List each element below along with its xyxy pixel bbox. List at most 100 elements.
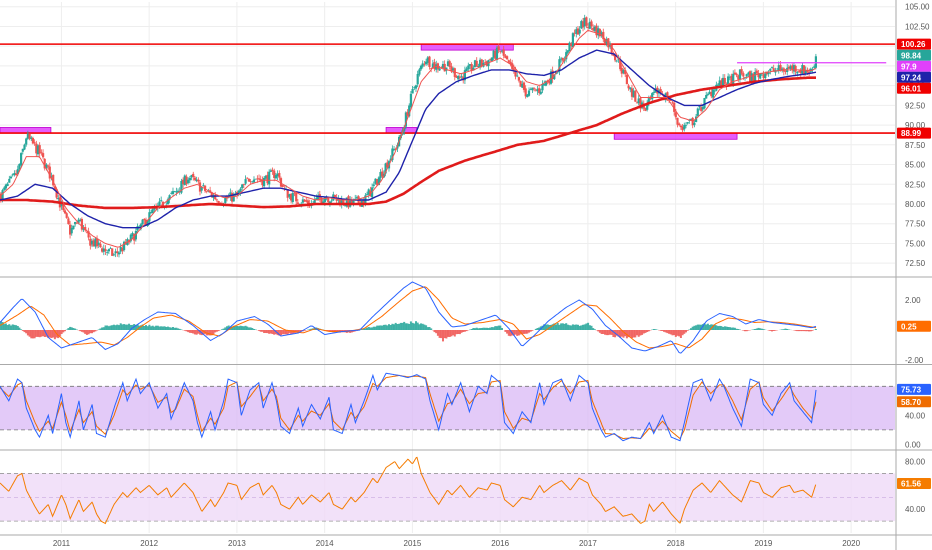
macd-histogram-bar [28, 330, 31, 337]
time-tick-9: 2020 [842, 539, 860, 548]
macd-histogram-bar [480, 328, 483, 330]
candle [231, 190, 234, 205]
macd-histogram-bar [239, 325, 242, 330]
candle [526, 93, 529, 98]
candle [23, 143, 26, 151]
macd-histogram-bar [369, 327, 372, 330]
macd-signal-line [0, 286, 817, 349]
macd-histogram-bar [187, 330, 190, 333]
rsi-axis-tick-0: 80.00 [905, 458, 926, 467]
macd-histogram-bar [745, 330, 748, 332]
candle [813, 64, 816, 70]
macd-histogram-bar [538, 327, 541, 330]
candle [379, 169, 382, 182]
candle [160, 196, 163, 203]
macd-histogram-bar [477, 328, 480, 330]
macd-histogram-bar [673, 330, 676, 336]
macd-histogram-bar [278, 330, 281, 336]
macd-histogram-bar [490, 327, 493, 330]
ma-slow-line [0, 49, 817, 229]
candle [315, 194, 318, 201]
candle [94, 237, 97, 249]
macd-histogram-bar [190, 330, 193, 333]
candle [592, 24, 595, 32]
macd-histogram-bar [433, 330, 436, 333]
macd-histogram-bar [161, 326, 164, 330]
macd-histogram-bar [796, 330, 799, 332]
candle [808, 68, 811, 77]
macd-histogram-bar [371, 327, 374, 330]
macd-histogram-bar [107, 326, 110, 330]
stochastic-tag-1: 58.70 [897, 396, 931, 408]
candle [9, 175, 13, 179]
macd-histogram-bar [102, 327, 105, 330]
candle [166, 197, 169, 205]
candle [197, 177, 200, 185]
candle [102, 244, 105, 256]
macd-histogram-bar [85, 330, 88, 335]
macd-histogram-bar [728, 327, 731, 330]
candle [575, 26, 578, 38]
macd-histogram-bar [487, 328, 490, 330]
macd-histogram-bar [298, 330, 301, 333]
candle [722, 74, 725, 87]
macd-histogram-bar [193, 330, 196, 335]
price-tag-3-label: 97.24 [901, 73, 922, 82]
candle [185, 174, 188, 187]
macd-histogram-bar [207, 330, 210, 336]
candle [453, 67, 456, 81]
macd-histogram-bar [376, 325, 379, 330]
macd-histogram-bar [661, 330, 664, 331]
macd-histogram-bar [448, 330, 451, 337]
candle [101, 246, 104, 253]
macd-histogram-bar [688, 329, 691, 330]
candle [509, 58, 512, 67]
macd-histogram-bar [310, 328, 313, 330]
macd-histogram-bar [470, 329, 473, 330]
candle [602, 28, 605, 43]
macd-histogram-bar [725, 326, 728, 330]
macd-histogram-bar [172, 327, 174, 330]
macd-histogram-bar [226, 326, 228, 330]
candle [87, 227, 90, 241]
candle [696, 107, 699, 118]
candle [117, 251, 121, 258]
candle [460, 73, 463, 80]
candle [635, 101, 639, 104]
macd-histogram-bar [681, 330, 684, 336]
candle [42, 149, 45, 160]
macd-histogram-bar [474, 328, 476, 330]
candle [249, 178, 252, 185]
candle [362, 197, 365, 208]
macd-histogram-bar [97, 329, 100, 330]
candle [706, 92, 709, 97]
candle [123, 240, 126, 252]
stochastic-tag-0: 75.73 [897, 383, 931, 395]
macd-histogram-bar [544, 324, 547, 330]
price-tag-3: 97.24 [897, 71, 931, 83]
candle [40, 149, 43, 156]
macd-histogram-bar [271, 330, 274, 334]
macd-histogram-bar [571, 324, 574, 330]
price-axis-tick-6: 87.50 [905, 141, 926, 150]
candle [630, 84, 634, 101]
macd-histogram-bar [580, 325, 583, 330]
macd-histogram-bar [394, 322, 397, 330]
macd-histogram-bar [799, 330, 802, 332]
macd-histogram-bar [631, 330, 633, 339]
macd-histogram-bar [450, 330, 453, 337]
candle [757, 70, 760, 81]
macd-pane: 2.00 -2.00 0.25 [0, 281, 931, 365]
macd-histogram-bar [308, 329, 311, 330]
candle [69, 220, 72, 239]
candle [452, 66, 455, 74]
macd-histogram-bar [566, 324, 569, 330]
candle [566, 50, 569, 55]
macd-histogram-bar [636, 330, 638, 336]
candle [96, 235, 99, 249]
candle [568, 41, 571, 52]
macd-histogram-bar [58, 330, 61, 337]
macd-histogram-bar [669, 330, 672, 335]
candle [770, 66, 774, 69]
price-tag-0-box [897, 38, 931, 50]
